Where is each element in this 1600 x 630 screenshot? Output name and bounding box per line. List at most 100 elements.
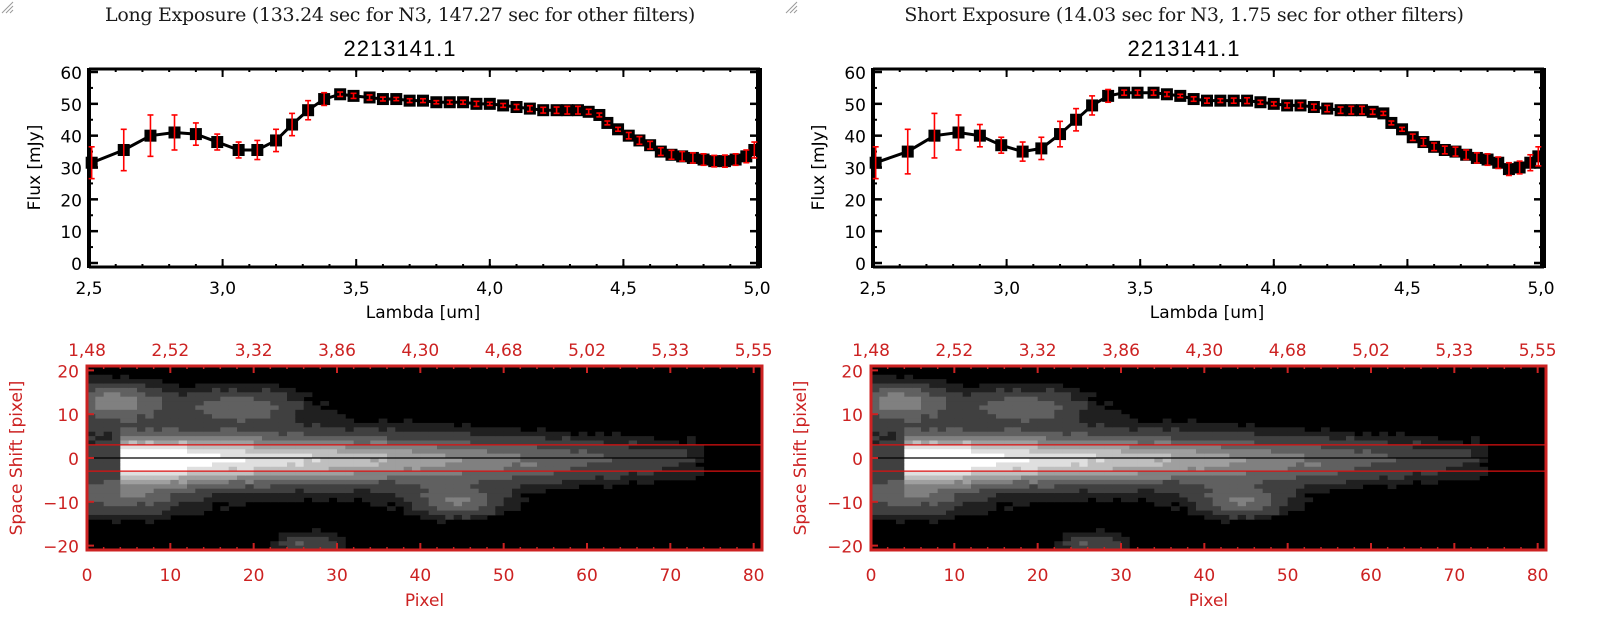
top-x-tick-label: 3,86 [1102, 341, 1140, 361]
spectral-image-chart: 0 10 20 30 40 50 60 70 80 1,48 2,52 3,32 3,86 4,30 4,6… [791, 341, 1557, 611]
error-bar [1420, 137, 1427, 147]
x-tick-label: 60 [1360, 566, 1382, 586]
error-bar [955, 114, 962, 151]
image-pixels [871, 374, 1489, 551]
error-bar [235, 141, 242, 159]
y-tick-label: 0 [68, 450, 79, 470]
error-bar [1284, 102, 1291, 109]
exposure-title: Long Exposure (133.24 sec for N3, 147.27… [105, 4, 695, 26]
error-bar [743, 149, 750, 164]
error-bar [931, 112, 938, 159]
y-tick-label: 0 [71, 255, 82, 275]
error-bar [1337, 106, 1344, 115]
error-bar [1516, 160, 1523, 175]
top-x-tick-label: 3,86 [318, 341, 356, 361]
y-tick-label: 60 [60, 64, 82, 84]
y-axis-label: Flux [mJy] [25, 125, 45, 211]
top-x-tick-label: 5,33 [1435, 341, 1473, 361]
spectral-image-chart: 0 10 20 30 40 50 60 70 80 1,48 2,52 3,32 3,86 4,30 4,6… [7, 341, 773, 611]
error-bar [1105, 88, 1112, 104]
error-bar [574, 105, 581, 115]
error-bar [711, 154, 718, 168]
exposure-title: Short Exposure (14.03 sec for N3, 1.75 s… [904, 4, 1464, 26]
error-bar [147, 114, 154, 158]
error-bar [120, 128, 127, 172]
top-x-tick-label: 1,48 [68, 341, 106, 361]
y-axis-label: Space Shift [pixel] [791, 381, 811, 536]
spectrum-chart: 2,5 3,0 3,5 4,0 4,5 5,0 0 10 20 30 40 50 60 Lambda [u… [25, 64, 771, 323]
error-bar [1270, 101, 1277, 107]
x-axis-label: Pixel [405, 591, 444, 611]
error-bar [615, 126, 622, 133]
error-bar [289, 112, 296, 137]
x-tick-label: 50 [493, 566, 515, 586]
top-x-tick-label: 4,68 [1269, 341, 1307, 361]
error-bar [88, 146, 95, 180]
top-x-tick-label: 1,48 [852, 341, 890, 361]
error-bar [1244, 96, 1251, 105]
x-tick-label: 4,0 [1260, 279, 1287, 299]
error-bar [1358, 105, 1365, 115]
error-bar [1230, 97, 1237, 104]
top-x-tick-label: 4,30 [1185, 341, 1223, 361]
y-tick-label: 20 [844, 191, 866, 211]
error-bar [689, 152, 696, 164]
x-tick-label: 5,0 [1527, 279, 1554, 299]
error-bar [393, 96, 400, 102]
x-tick-label: 2,5 [75, 279, 102, 299]
x-tick-label: 40 [1194, 566, 1216, 586]
error-bar [976, 123, 983, 148]
x-tick-label: 3,5 [1127, 279, 1154, 299]
resize-handle-icon[interactable] [784, 0, 798, 14]
y-tick-label: 50 [60, 96, 82, 116]
x-tick-label: 0 [866, 566, 877, 586]
error-bar [305, 99, 312, 121]
x-axis-label: Pixel [1189, 591, 1228, 611]
error-bar [647, 140, 654, 150]
error-bar [904, 128, 911, 175]
error-bar [604, 120, 611, 126]
error-bar [337, 91, 344, 98]
error-bar [1495, 156, 1502, 170]
y-tick-label: −20 [43, 538, 79, 558]
x-tick-label: 40 [410, 566, 432, 586]
error-bar [420, 97, 426, 104]
error-bar [473, 100, 480, 108]
long-exposure-panel: Long Exposure (133.24 sec for N3, 147.27… [0, 0, 773, 611]
error-bar [192, 122, 199, 147]
x-tick-label: 10 [160, 566, 182, 586]
x-tick-label: 80 [1527, 566, 1549, 586]
error-bar [1089, 95, 1096, 116]
error-bar [1369, 108, 1376, 116]
error-bar [1057, 120, 1064, 148]
error-bar [366, 94, 373, 101]
y-axis-label: Space Shift [pixel] [7, 381, 27, 536]
error-bar [732, 153, 739, 167]
error-bar [657, 146, 664, 157]
x-tick-label: 3,5 [343, 279, 370, 299]
y-tick-label: 10 [57, 406, 79, 426]
top-x-tick-label: 5,33 [651, 341, 689, 361]
x-tick-label: 80 [743, 566, 765, 586]
error-bar [171, 114, 178, 151]
x-tick-label: 50 [1277, 566, 1299, 586]
error-bar [625, 131, 632, 140]
error-bar [1484, 153, 1491, 167]
y-tick-label: 10 [60, 223, 82, 243]
y-tick-label: 20 [60, 191, 82, 211]
error-bar [1399, 126, 1406, 133]
error-bar [526, 104, 533, 113]
x-tick-label: 4,5 [1394, 279, 1421, 299]
y-tick-label: 50 [844, 96, 866, 116]
error-bar [1473, 152, 1480, 164]
y-tick-label: 40 [60, 128, 82, 148]
top-x-tick-label: 5,55 [1519, 341, 1557, 361]
short-exposure-panel: Short Exposure (14.03 sec for N3, 1.75 s… [784, 0, 1584, 630]
error-bar [1163, 91, 1170, 98]
top-x-tick-label: 3,32 [235, 341, 273, 361]
error-bar [636, 135, 643, 146]
y-tick-label: −20 [827, 538, 863, 558]
error-bar [564, 105, 571, 115]
resize-handle-icon[interactable] [0, 0, 14, 14]
error-bar [1431, 142, 1438, 152]
